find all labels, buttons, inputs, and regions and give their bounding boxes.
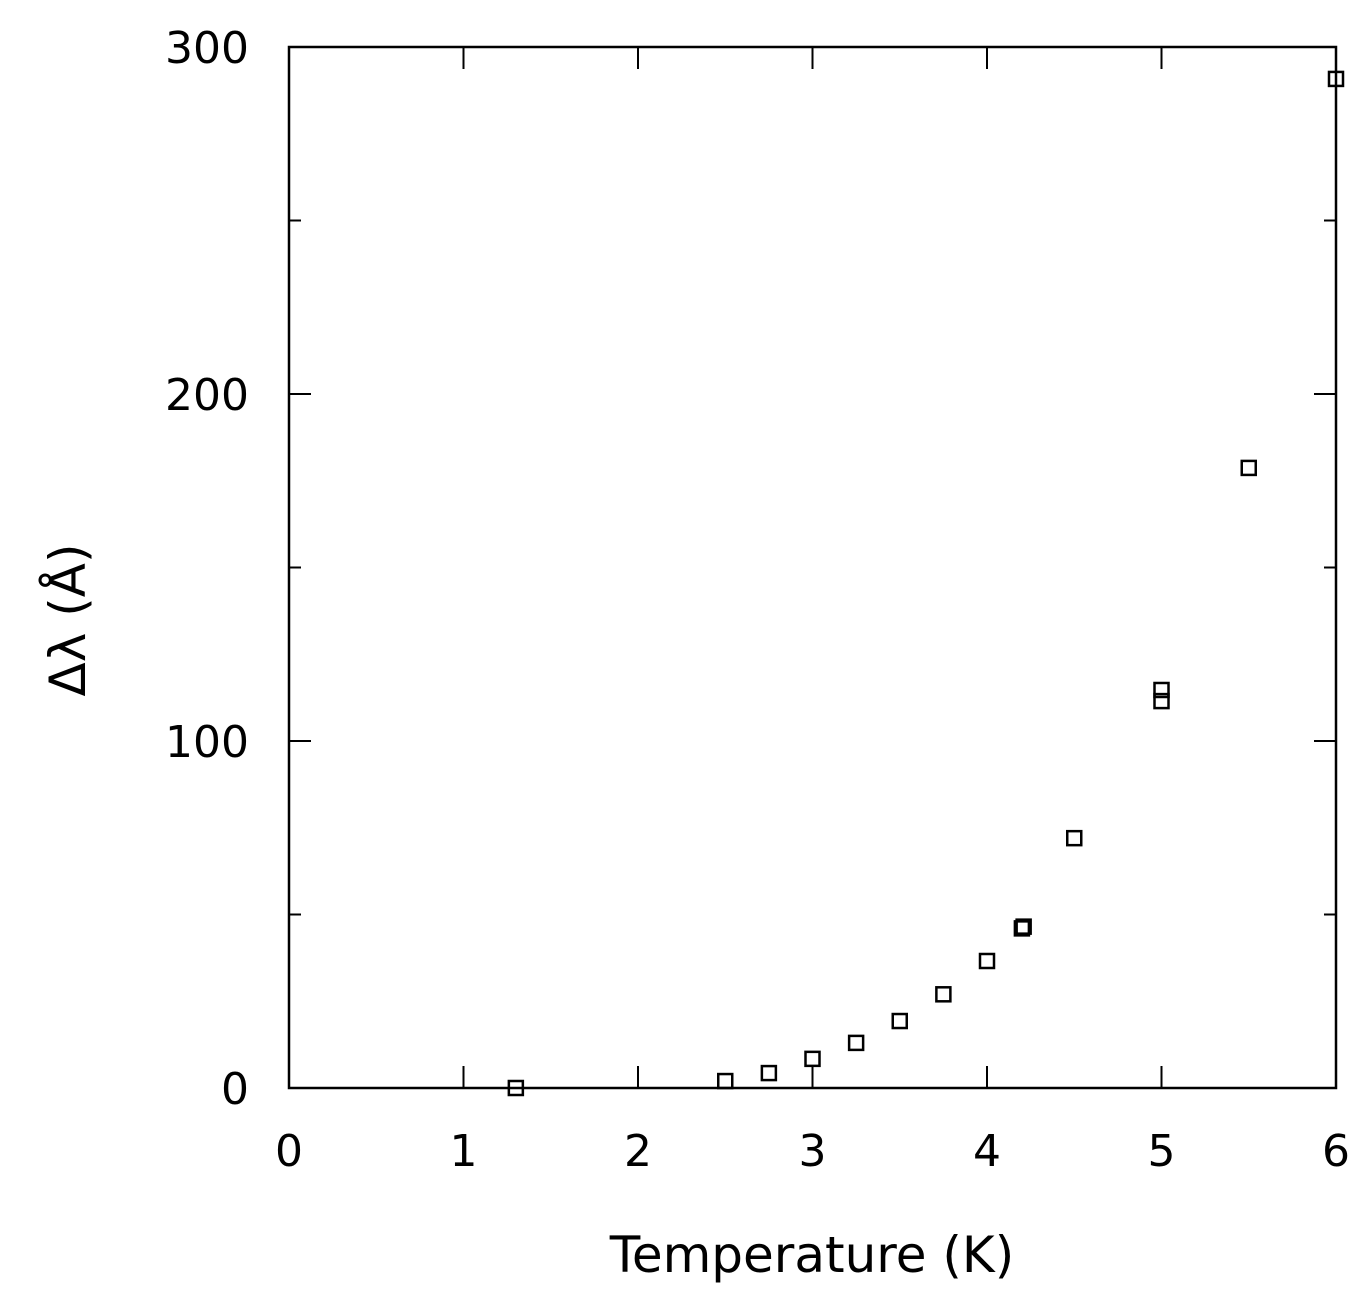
x-tick-label: 1 xyxy=(450,1126,478,1177)
data-point xyxy=(1327,70,1345,88)
data-point xyxy=(1240,459,1257,477)
data-point xyxy=(978,952,996,970)
plot-frame xyxy=(287,45,1338,1090)
x-tick-label: 5 xyxy=(1148,1126,1176,1177)
data-point xyxy=(717,1072,734,1090)
x-axis-title: Temperature (K) xyxy=(609,1226,1014,1284)
x-tick-labels: 0 1 2 3 4 5 6 xyxy=(275,1126,1350,1177)
y-tick-labels: 0 100 200 300 xyxy=(165,23,249,1115)
x-tick-label: 0 xyxy=(275,1126,303,1177)
data-point xyxy=(1013,920,1031,937)
x-tick-label: 3 xyxy=(799,1126,827,1177)
data-point xyxy=(1153,692,1170,710)
axis-ticks xyxy=(288,46,1337,1089)
data-point xyxy=(847,1034,865,1052)
data-point xyxy=(1153,681,1170,699)
data-point xyxy=(507,1079,525,1097)
y-tick-label: 0 xyxy=(221,1064,249,1115)
data-point xyxy=(1015,918,1032,935)
y-axis-title: Δλ (Å) xyxy=(39,544,97,697)
x-tick-label: 4 xyxy=(973,1126,1001,1177)
data-point xyxy=(1066,829,1083,847)
y-tick-label: 200 xyxy=(165,370,249,421)
data-point xyxy=(760,1064,778,1082)
data-point xyxy=(935,986,952,1003)
x-tick-label: 6 xyxy=(1322,1126,1350,1177)
x-tick-label: 2 xyxy=(624,1126,652,1177)
data-points xyxy=(507,70,1345,1097)
data-point xyxy=(804,1050,821,1068)
y-tick-label: 100 xyxy=(165,717,249,768)
data-point xyxy=(891,1012,908,1030)
y-tick-label: 300 xyxy=(165,23,249,74)
